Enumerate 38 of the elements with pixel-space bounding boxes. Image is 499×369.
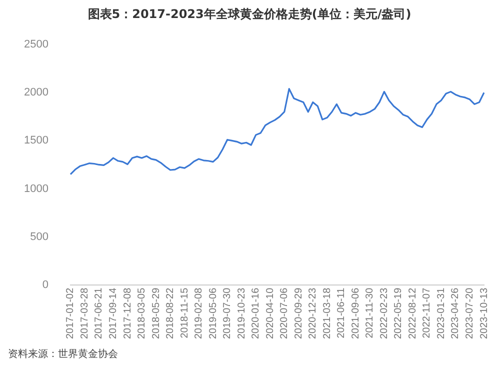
x-tick-label: 2021-11-30 [364, 287, 376, 338]
x-tick-label: 2023-04-26 [450, 287, 462, 340]
x-tick-label: 2022-11-07 [422, 287, 433, 338]
x-tick-label: 2018-03-05 [136, 287, 148, 340]
x-tick-label: 2018-08-22 [165, 287, 176, 340]
x-tick-label: 2023-01-31 [436, 287, 447, 340]
chart-title: 图表5：2017-2023年全球黄金价格走势(单位：美元/盎司) [86, 6, 412, 23]
x-tick-label: 2022-02-23 [378, 287, 390, 340]
x-tick-label: 2022-05-19 [393, 287, 404, 340]
y-tick-label: 500 [30, 230, 48, 243]
y-tick-label: 1500 [24, 134, 48, 147]
x-tick-label: 2022-08-12 [407, 287, 418, 340]
x-tick-label: 2017-09-14 [108, 287, 119, 340]
x-tick-label: 2019-05-06 [208, 287, 219, 340]
x-tick-label: 2021-09-06 [350, 287, 362, 340]
x-tick-label: 2017-01-02 [65, 287, 76, 340]
x-tick-label: 2020-01-16 [250, 287, 262, 340]
x-tick-label: 2019-07-30 [222, 287, 234, 340]
x-tick-label: 2020-07-06 [279, 287, 290, 340]
x-tick-label: 2023-07-20 [464, 287, 476, 340]
x-tick-label: 2019-02-08 [194, 287, 205, 340]
x-tick-label: 2018-11-15 [179, 287, 190, 338]
text: 资料来源：世界黄金协会 [8, 348, 118, 361]
x-tick-label: 2021-03-18 [322, 287, 333, 340]
x-tick-label: 2017-12-08 [122, 287, 134, 340]
y-tick-label: 1000 [24, 182, 48, 195]
y-tick-label: 2500 [24, 38, 48, 51]
x-tick-label: 2020-09-29 [293, 287, 304, 340]
x-tick-label: 2019-10-23 [236, 287, 248, 340]
x-tick-label: 2017-06-21 [94, 287, 105, 340]
x-tick-label: 2020-04-10 [264, 287, 276, 340]
x-tick-label: 2020-12-23 [308, 287, 319, 340]
x-tick-label: 2017-03-28 [79, 287, 90, 340]
x-tick-label: 2021-06-11 [336, 287, 348, 338]
x-tick-label: 2018-05-29 [150, 287, 162, 340]
x-tick-label: 2023-10-13 [478, 287, 490, 340]
y-tick-label: 2000 [24, 86, 48, 99]
y-tick-label: 0 [42, 278, 48, 291]
